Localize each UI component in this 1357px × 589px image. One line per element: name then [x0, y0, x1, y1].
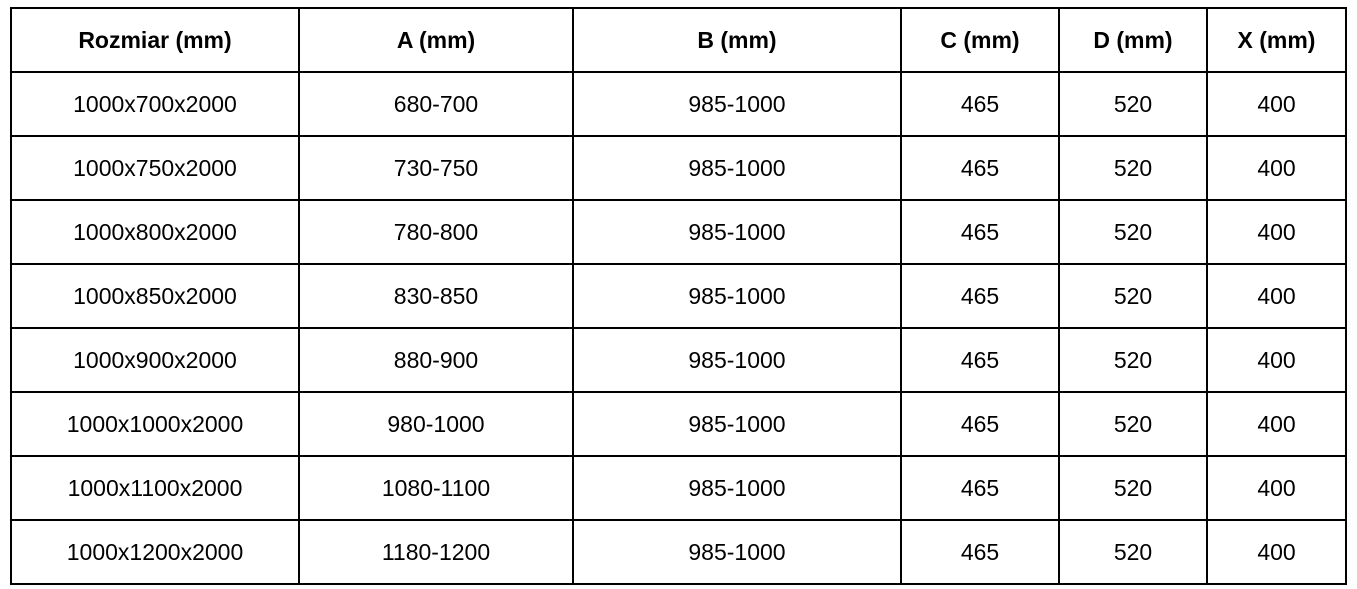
table-cell: 680-700 [298, 71, 574, 137]
table-cell: 400 [1206, 327, 1347, 393]
column-header: C (mm) [900, 7, 1060, 73]
table-cell: 465 [900, 71, 1060, 137]
table-cell: 830-850 [298, 263, 574, 329]
table-cell: 520 [1058, 519, 1208, 585]
table-row: 1000x800x2000 780-800 985-1000 465 520 400 [10, 199, 1347, 265]
dimensions-table: Rozmiar (mm) A (mm) B (mm) C (mm) D (mm) X (m… [10, 7, 1347, 585]
table-cell: 520 [1058, 263, 1208, 329]
table-row: 1000x1200x2000 1180-1200 985-1000 465 520 400 [10, 519, 1347, 585]
column-header: B (mm) [572, 7, 902, 73]
table-row: 1000x1100x2000 1080-1100 985-1000 465 520 400 [10, 455, 1347, 521]
table-cell: 465 [900, 455, 1060, 521]
table-cell: 1000x1100x2000 [10, 455, 300, 521]
table-cell: 400 [1206, 455, 1347, 521]
table-cell: 985-1000 [572, 71, 902, 137]
table-row: 1000x750x2000 730-750 985-1000 465 520 400 [10, 135, 1347, 201]
header-row: Rozmiar (mm) A (mm) B (mm) C (mm) D (mm) X (m… [10, 7, 1347, 73]
table-cell: 1000x800x2000 [10, 199, 300, 265]
table-cell: 1080-1100 [298, 455, 574, 521]
table-cell: 465 [900, 263, 1060, 329]
column-header: X (mm) [1206, 7, 1347, 73]
table-cell: 465 [900, 199, 1060, 265]
table-cell: 985-1000 [572, 135, 902, 201]
table-cell: 400 [1206, 519, 1347, 585]
table-cell: 400 [1206, 135, 1347, 201]
table-cell: 520 [1058, 391, 1208, 457]
table-cell: 880-900 [298, 327, 574, 393]
table-cell: 985-1000 [572, 327, 902, 393]
table-cell: 400 [1206, 391, 1347, 457]
column-header: A (mm) [298, 7, 574, 73]
table-cell: 400 [1206, 71, 1347, 137]
table-cell: 1000x1200x2000 [10, 519, 300, 585]
table-row: 1000x850x2000 830-850 985-1000 465 520 400 [10, 263, 1347, 329]
table-cell: 520 [1058, 199, 1208, 265]
table-cell: 985-1000 [572, 199, 902, 265]
table-cell: 400 [1206, 199, 1347, 265]
table-row: 1000x700x2000 680-700 985-1000 465 520 400 [10, 71, 1347, 137]
table-cell: 1000x750x2000 [10, 135, 300, 201]
table-cell: 985-1000 [572, 263, 902, 329]
table-cell: 780-800 [298, 199, 574, 265]
table-cell: 985-1000 [572, 391, 902, 457]
table-cell: 980-1000 [298, 391, 574, 457]
column-header: Rozmiar (mm) [10, 7, 300, 73]
table-cell: 520 [1058, 135, 1208, 201]
table-cell: 1000x900x2000 [10, 327, 300, 393]
table-cell: 465 [900, 391, 1060, 457]
table-cell: 1180-1200 [298, 519, 574, 585]
column-header: D (mm) [1058, 7, 1208, 73]
table-cell: 1000x1000x2000 [10, 391, 300, 457]
table-cell: 465 [900, 327, 1060, 393]
table-cell: 730-750 [298, 135, 574, 201]
table-cell: 400 [1206, 263, 1347, 329]
table-cell: 985-1000 [572, 519, 902, 585]
table-cell: 985-1000 [572, 455, 902, 521]
table-cell: 520 [1058, 455, 1208, 521]
table-cell: 520 [1058, 327, 1208, 393]
table-cell: 520 [1058, 71, 1208, 137]
table-cell: 1000x700x2000 [10, 71, 300, 137]
table-row: 1000x900x2000 880-900 985-1000 465 520 400 [10, 327, 1347, 393]
table-cell: 465 [900, 519, 1060, 585]
table-cell: 465 [900, 135, 1060, 201]
table-cell: 1000x850x2000 [10, 263, 300, 329]
table-row: 1000x1000x2000 980-1000 985-1000 465 520 400 [10, 391, 1347, 457]
